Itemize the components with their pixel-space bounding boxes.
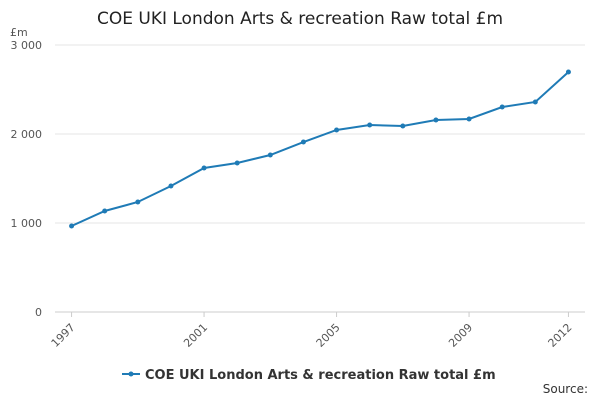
data-point bbox=[168, 183, 174, 189]
data-point bbox=[334, 127, 340, 133]
y-tick-label: 3 000 bbox=[11, 39, 43, 52]
x-tick-label: 2001 bbox=[181, 321, 210, 350]
data-point bbox=[433, 117, 439, 123]
data-point bbox=[300, 139, 306, 145]
data-point bbox=[466, 116, 472, 122]
data-point bbox=[267, 152, 273, 158]
data-point bbox=[102, 208, 108, 214]
chart-title: COE UKI London Arts & recreation Raw tot… bbox=[97, 9, 503, 29]
data-point bbox=[201, 165, 207, 171]
y-tick-label: 2 000 bbox=[11, 128, 43, 141]
data-point bbox=[69, 223, 75, 229]
data-point bbox=[499, 104, 505, 110]
data-point bbox=[367, 122, 373, 128]
legend-swatch-point bbox=[128, 371, 134, 377]
data-point bbox=[135, 199, 141, 205]
x-tick-label: 2012 bbox=[546, 321, 575, 350]
data-point bbox=[532, 99, 538, 105]
y-axis-unit: £m bbox=[10, 26, 28, 39]
x-tick-label: 2009 bbox=[446, 321, 475, 350]
y-tick-label: 0 bbox=[35, 306, 42, 319]
data-point bbox=[400, 123, 406, 129]
series-line bbox=[71, 71, 570, 227]
legend-label: COE UKI London Arts & recreation Raw tot… bbox=[145, 368, 496, 383]
data-point bbox=[565, 69, 571, 75]
x-tick-label: 1997 bbox=[49, 321, 78, 350]
data-point bbox=[234, 160, 240, 166]
source: Source: bbox=[543, 382, 588, 396]
y-tick-label: 1 000 bbox=[11, 217, 43, 230]
x-tick-label: 2005 bbox=[314, 321, 343, 350]
